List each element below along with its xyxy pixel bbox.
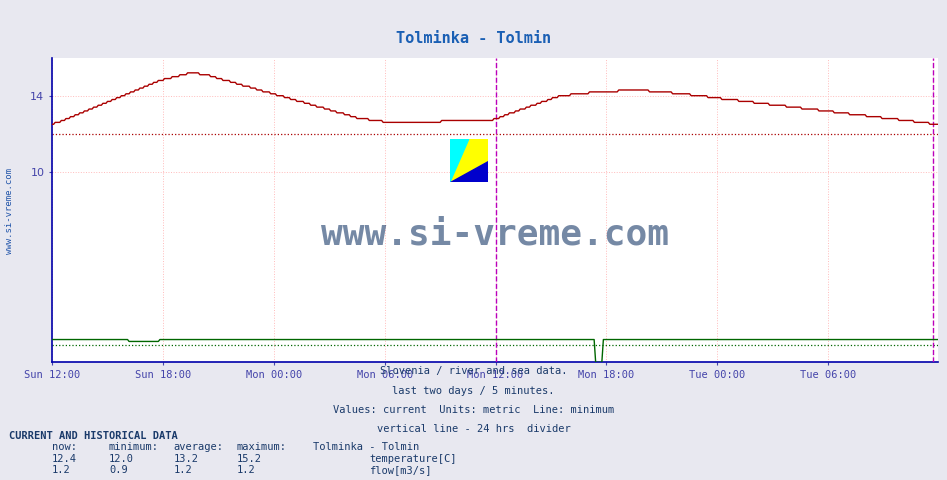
Text: Slovenia / river and sea data.: Slovenia / river and sea data. [380,366,567,376]
Text: CURRENT AND HISTORICAL DATA: CURRENT AND HISTORICAL DATA [9,431,178,441]
Text: 1.2: 1.2 [173,465,192,475]
Polygon shape [450,139,469,182]
Polygon shape [450,161,488,182]
Text: 13.2: 13.2 [173,454,198,464]
Text: 1.2: 1.2 [52,465,71,475]
Text: minimum:: minimum: [109,442,159,452]
Text: flow[m3/s]: flow[m3/s] [369,465,432,475]
Text: Values: current  Units: metric  Line: minimum: Values: current Units: metric Line: mini… [333,405,614,415]
Text: 12.0: 12.0 [109,454,134,464]
Text: 15.2: 15.2 [237,454,261,464]
Text: www.si-vreme.com: www.si-vreme.com [5,168,14,254]
Text: Tolminka - Tolmin: Tolminka - Tolmin [396,31,551,46]
Text: Tolminka - Tolmin: Tolminka - Tolmin [313,442,419,452]
Polygon shape [450,139,488,182]
Text: last two days / 5 minutes.: last two days / 5 minutes. [392,385,555,396]
Text: temperature[C]: temperature[C] [369,454,456,464]
Text: vertical line - 24 hrs  divider: vertical line - 24 hrs divider [377,424,570,434]
Text: now:: now: [52,442,77,452]
Text: 0.9: 0.9 [109,465,128,475]
Text: 12.4: 12.4 [52,454,77,464]
Text: www.si-vreme.com: www.si-vreme.com [321,217,669,252]
Text: average:: average: [173,442,223,452]
Text: 1.2: 1.2 [237,465,256,475]
Text: maximum:: maximum: [237,442,287,452]
